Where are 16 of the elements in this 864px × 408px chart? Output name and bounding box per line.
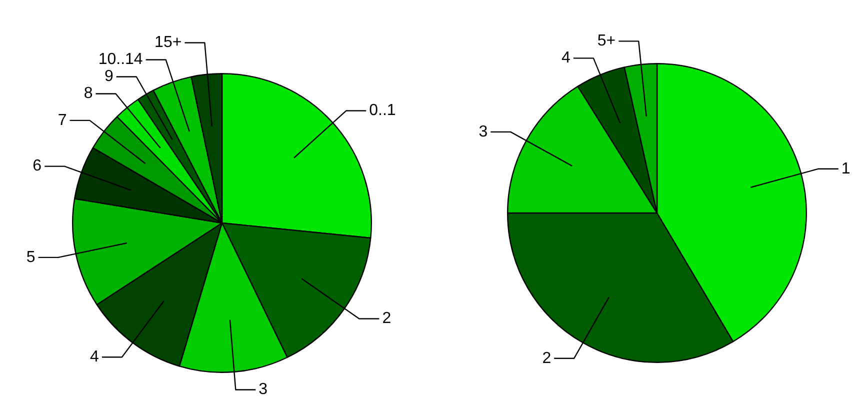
slice-label: 2 xyxy=(382,310,392,328)
slice-label: 10..14 xyxy=(98,51,143,68)
slice-label: 4 xyxy=(562,50,571,67)
slice-label: 2 xyxy=(542,350,552,367)
slice-label: 1 xyxy=(841,160,850,178)
slice-label: 9 xyxy=(104,68,114,86)
slice-label: 15+ xyxy=(154,34,182,52)
slice-label: 3 xyxy=(478,123,488,140)
slice-label: 8 xyxy=(84,85,93,102)
slice-label: 6 xyxy=(32,158,42,175)
slice-label: 4 xyxy=(90,348,100,366)
slice-label: 7 xyxy=(58,112,67,129)
slice-label: 5+ xyxy=(597,32,616,50)
slice-label: 0..1 xyxy=(369,102,396,120)
slice-label: 3 xyxy=(258,381,268,398)
slice-label: 5 xyxy=(26,248,36,266)
